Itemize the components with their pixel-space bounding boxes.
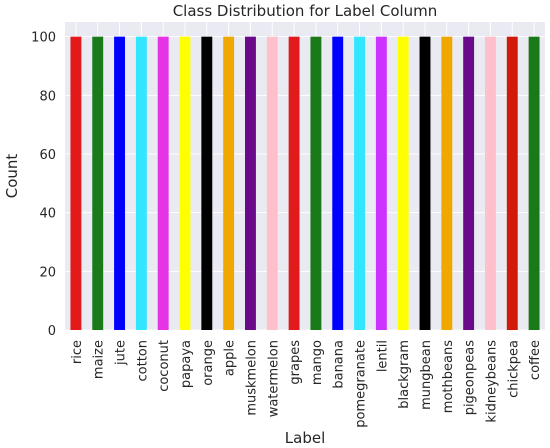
bar-rice bbox=[70, 36, 82, 331]
bar-orange bbox=[201, 36, 213, 331]
bar-pigeonpeas bbox=[463, 36, 475, 331]
y-tick-label: 100 bbox=[31, 31, 56, 46]
bar-papaya bbox=[179, 36, 191, 331]
x-tick-label-pigeonpeas: pigeonpeas bbox=[463, 340, 478, 416]
bar-mango bbox=[310, 36, 322, 331]
x-tick-label-coconut: coconut bbox=[157, 340, 172, 392]
x-axis-title: Label bbox=[285, 429, 325, 447]
y-tick-label: 20 bbox=[39, 265, 56, 280]
x-tick-label-maize: maize bbox=[92, 340, 107, 379]
x-tick-label-apple: apple bbox=[223, 340, 238, 376]
bar-chickpea bbox=[506, 36, 518, 331]
bar-mungbean bbox=[419, 36, 431, 331]
x-tick-label-mungbean: mungbean bbox=[419, 340, 434, 410]
x-tick-label-banana: banana bbox=[332, 340, 347, 389]
bar-kidneybeans bbox=[485, 36, 496, 331]
bar-apple bbox=[223, 36, 235, 331]
x-tick-label-lentil: lentil bbox=[375, 340, 390, 372]
x-tick-label-mothbeans: mothbeans bbox=[441, 340, 456, 413]
bar-banana bbox=[332, 36, 344, 331]
bar-pomegranate bbox=[354, 36, 365, 331]
x-tick-label-jute: jute bbox=[114, 340, 129, 366]
x-tick-label-cotton: cotton bbox=[135, 340, 150, 382]
x-tick-label-kidneybeans: kidneybeans bbox=[484, 340, 499, 423]
x-tick-label-mango: mango bbox=[310, 340, 325, 385]
x-tick-label-chickpea: chickpea bbox=[506, 340, 521, 398]
x-tick-label-orange: orange bbox=[201, 340, 216, 386]
y-tick-label: 0 bbox=[48, 324, 56, 339]
x-tick-label-grapes: grapes bbox=[288, 340, 303, 385]
y-tick-label: 60 bbox=[39, 148, 56, 163]
y-tick-labels: 0 20 40 60 80 100 bbox=[31, 31, 56, 339]
bar-mothbeans bbox=[441, 36, 453, 331]
bar-muskmelon bbox=[245, 36, 256, 331]
y-axis-title: Count bbox=[3, 154, 21, 199]
bars bbox=[70, 36, 540, 331]
y-tick-label: 80 bbox=[39, 89, 56, 104]
bar-jute bbox=[114, 36, 125, 331]
x-tick-label-muskmelon: muskmelon bbox=[244, 340, 259, 416]
x-tick-label-papaya: papaya bbox=[179, 340, 194, 388]
bar-grapes bbox=[288, 36, 300, 331]
x-tick-label-blackgram: blackgram bbox=[397, 340, 412, 409]
bar-coffee bbox=[528, 36, 540, 331]
bar-maize bbox=[92, 36, 104, 331]
x-tick-label-coffee: coffee bbox=[528, 340, 543, 380]
x-tick-labels: rice maize jute cotton coconut papaya orange ap… bbox=[70, 340, 543, 428]
chart-title: Class Distribution for Label Column bbox=[173, 2, 438, 20]
x-tick-label-pomegranate: pomegranate bbox=[354, 340, 369, 428]
bar-blackgram bbox=[397, 36, 409, 331]
bar-cotton bbox=[135, 36, 147, 331]
bar-coconut bbox=[157, 36, 169, 331]
x-tick-label-watermelon: watermelon bbox=[266, 340, 281, 417]
bar-watermelon bbox=[266, 36, 278, 331]
x-tick-label-rice: rice bbox=[70, 340, 85, 364]
y-tick-label: 40 bbox=[39, 207, 56, 222]
bar-lentil bbox=[375, 36, 387, 331]
